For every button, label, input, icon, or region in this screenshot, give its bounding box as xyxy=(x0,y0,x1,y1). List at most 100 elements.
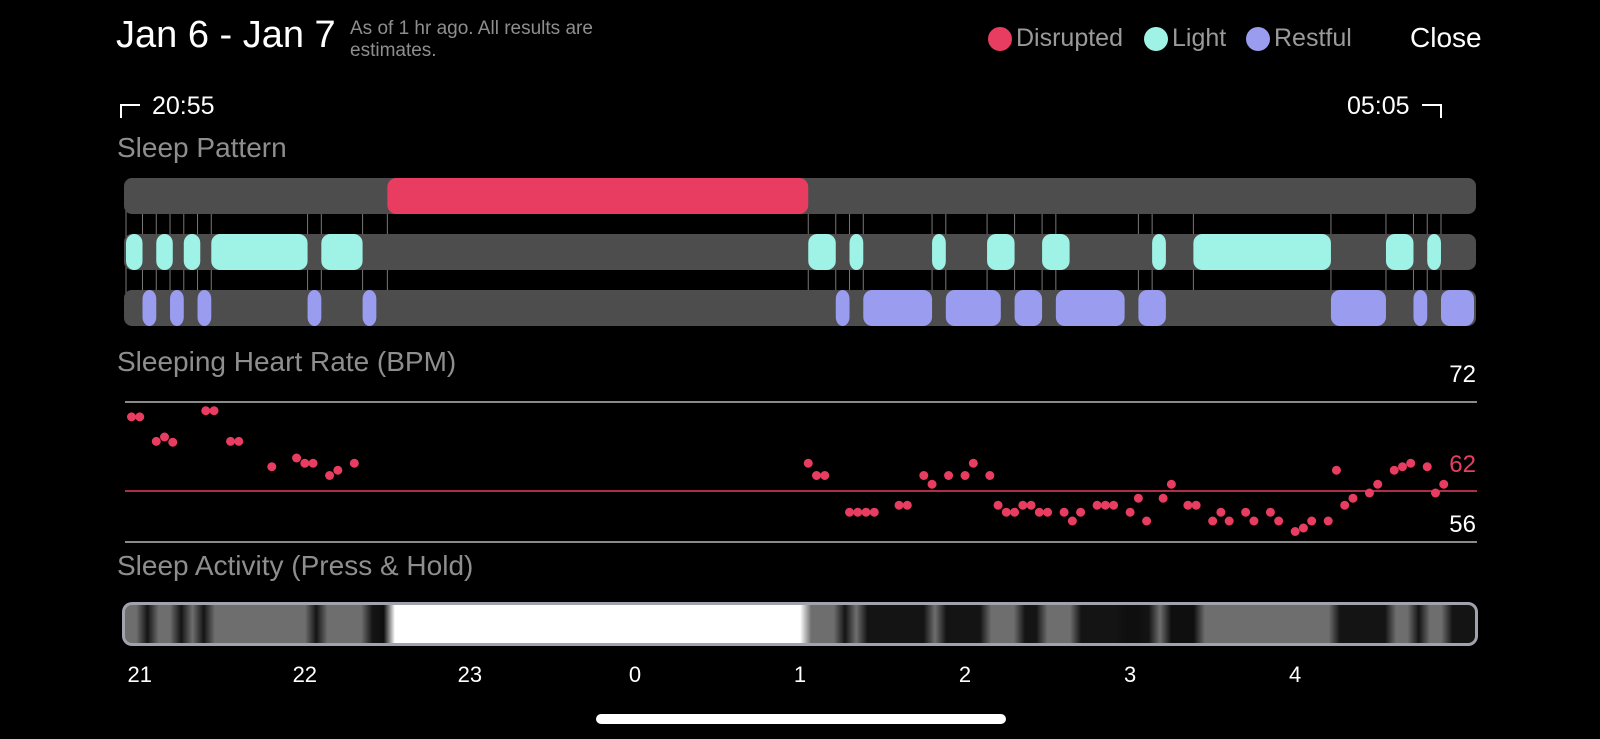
legend-light: Light xyxy=(1144,24,1226,53)
segment-light xyxy=(987,234,1015,270)
heart-rate-point xyxy=(902,500,912,510)
heart-rate-chart[interactable]: 72 62 56 xyxy=(0,360,1600,550)
heart-rate-point xyxy=(803,458,813,468)
heart-rate-point xyxy=(1067,516,1077,526)
heart-rate-point xyxy=(1373,479,1383,489)
heart-rate-point xyxy=(1249,516,1259,526)
range-end: 05:05 xyxy=(1347,92,1442,121)
hour-tick-label: 23 xyxy=(457,662,483,687)
segment-light xyxy=(849,234,864,270)
segment-light xyxy=(1042,234,1070,270)
hour-tick-label: 2 xyxy=(958,662,972,687)
heart-rate-point xyxy=(151,436,161,446)
heart-rate-point xyxy=(127,412,137,422)
heart-rate-point xyxy=(1323,516,1333,526)
segment-light xyxy=(183,234,201,270)
heart-rate-point xyxy=(894,500,904,510)
heart-rate-point xyxy=(985,471,995,480)
legend-restful-label: Restful xyxy=(1274,24,1352,52)
heart-rate-point xyxy=(1109,500,1119,510)
heart-rate-point xyxy=(1034,507,1044,517)
segment-restful xyxy=(307,290,322,326)
heart-rate-point xyxy=(1208,516,1218,526)
heart-rate-point xyxy=(845,507,855,517)
avg-bpm-label: 62 xyxy=(1449,451,1476,478)
heart-rate-point xyxy=(267,462,277,472)
segment-light xyxy=(126,234,143,270)
segment-restful xyxy=(1440,290,1474,326)
heart-rate-point xyxy=(927,479,937,489)
segment-light xyxy=(932,234,946,270)
heart-rate-point xyxy=(333,465,343,475)
max-bpm-label: 72 xyxy=(1449,361,1476,388)
sleep-pattern-title: Sleep Pattern xyxy=(117,132,287,163)
left-bracket-icon xyxy=(120,103,140,118)
heart-rate-point xyxy=(160,432,170,442)
segment-restful xyxy=(945,290,1001,326)
heart-rate-point xyxy=(968,458,978,468)
segment-light xyxy=(808,234,836,270)
heart-rate-point xyxy=(1026,500,1036,510)
heart-rate-point xyxy=(1290,527,1300,536)
heart-rate-point xyxy=(1001,507,1011,517)
segment-light xyxy=(1385,234,1414,270)
heart-rate-point xyxy=(325,471,335,480)
heart-rate-point xyxy=(201,406,211,416)
heart-rate-title: Sleeping Heart Rate (BPM) xyxy=(117,346,457,377)
sleep-activity-title: Sleep Activity (Press & Hold) xyxy=(117,550,474,581)
heart-rate-point xyxy=(1389,465,1399,475)
heart-rate-point xyxy=(135,412,145,422)
segment-restful xyxy=(362,290,377,326)
home-indicator[interactable] xyxy=(596,714,1006,724)
range-end-time: 05:05 xyxy=(1347,92,1410,120)
heart-rate-point xyxy=(1158,493,1168,503)
hour-tick-label: 0 xyxy=(628,662,642,687)
heart-rate-point xyxy=(1216,507,1226,517)
segment-light xyxy=(1427,234,1441,270)
heart-rate-point xyxy=(1191,500,1201,510)
heart-rate-point xyxy=(1406,458,1416,468)
heart-rate-point xyxy=(1125,507,1135,517)
heart-rate-point xyxy=(1331,465,1341,475)
heart-rate-point xyxy=(812,471,822,480)
heart-rate-point xyxy=(1397,462,1407,472)
heart-rate-point xyxy=(1422,462,1432,472)
range-start-time: 20:55 xyxy=(152,92,215,120)
heart-rate-point xyxy=(1100,500,1110,510)
heart-rate-point xyxy=(869,507,879,517)
heart-rate-point xyxy=(820,471,830,480)
heart-rate-point xyxy=(1010,507,1020,517)
heart-rate-point xyxy=(349,458,359,468)
segment-light xyxy=(211,234,308,270)
heart-rate-point xyxy=(1224,516,1234,526)
heart-rate-point xyxy=(1142,516,1152,526)
heart-rate-point xyxy=(1043,507,1053,517)
heart-rate-point xyxy=(993,500,1003,510)
range-start: 20:55 xyxy=(120,92,215,121)
heart-rate-point xyxy=(1265,507,1275,517)
heart-rate-point xyxy=(1183,500,1193,510)
heart-rate-point xyxy=(1307,516,1317,526)
heart-rate-point xyxy=(853,507,863,517)
track-light xyxy=(124,234,1476,270)
heart-rate-point xyxy=(300,458,310,468)
heart-rate-point xyxy=(944,471,954,480)
segment-disrupted xyxy=(387,178,809,214)
heart-rate-point xyxy=(226,436,236,446)
segment-restful xyxy=(1055,290,1125,326)
sleep-activity-strip[interactable] xyxy=(122,602,1478,646)
segment-restful xyxy=(863,290,933,326)
disrupted-dot-icon xyxy=(988,26,1012,51)
heart-rate-point xyxy=(1439,479,1449,489)
heart-rate-point xyxy=(1241,507,1251,517)
sleep-pattern-chart[interactable] xyxy=(0,160,1600,340)
close-button[interactable]: Close xyxy=(1410,22,1482,53)
heart-rate-point xyxy=(861,507,871,517)
segment-restful xyxy=(170,290,184,326)
heart-rate-point xyxy=(308,458,318,468)
segment-restful xyxy=(1138,290,1166,326)
legend-disrupted: Disrupted xyxy=(988,24,1123,53)
heart-rate-point xyxy=(1092,500,1102,510)
heart-rate-point xyxy=(1166,479,1176,489)
heart-rate-point xyxy=(1274,516,1284,526)
